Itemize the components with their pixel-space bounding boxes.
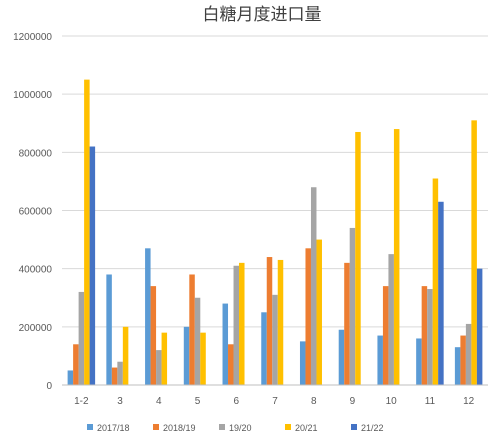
legend-swatch <box>87 424 93 430</box>
bar <box>310 187 317 385</box>
bar <box>344 262 350 385</box>
y-tick-label: 200000 <box>19 323 53 334</box>
bar <box>454 347 461 385</box>
bar <box>117 361 123 385</box>
x-tick-label: 6 <box>233 396 239 407</box>
x-tick-label: 12 <box>463 396 475 407</box>
bar <box>416 338 422 385</box>
x-tick-label: 4 <box>156 396 162 407</box>
bar <box>421 286 428 385</box>
x-tick-label: 8 <box>311 396 317 407</box>
bar <box>78 291 85 385</box>
bar <box>432 178 439 385</box>
bar <box>316 239 322 385</box>
bar <box>476 268 483 385</box>
x-axis-tick-labels: 1-2 3 4 5 6 7 8 9 10 11 12 <box>74 396 474 407</box>
bar <box>349 227 356 385</box>
y-tick-label: 1000000 <box>13 90 52 101</box>
bar <box>161 332 168 385</box>
legend-swatch <box>285 424 291 430</box>
bar <box>305 248 311 385</box>
bar <box>272 294 278 385</box>
bar <box>239 262 245 385</box>
bar <box>382 286 389 385</box>
bar <box>261 312 267 385</box>
legend-swatch <box>351 424 357 430</box>
bar <box>67 370 74 385</box>
bar <box>183 326 190 385</box>
bar <box>471 120 477 385</box>
bar <box>277 259 284 385</box>
bar <box>73 344 79 385</box>
bar <box>266 257 273 385</box>
bar <box>194 297 201 385</box>
x-tick-label: 11 <box>425 396 436 407</box>
legend: 2017/18 2018/19 19/20 20/21 21/22 <box>87 423 384 433</box>
bar <box>388 254 394 385</box>
y-tick-label: 800000 <box>19 148 53 159</box>
bar <box>156 350 162 385</box>
x-tick-label: 5 <box>195 396 201 407</box>
bar <box>377 335 383 385</box>
y-axis-tick-labels: 0 200000 400000 600000 800000 1000000 1200000 <box>13 32 52 392</box>
x-tick-label: 10 <box>386 396 398 407</box>
y-tick-label: 600000 <box>19 207 53 218</box>
bar <box>228 344 234 385</box>
legend-swatch <box>153 424 159 430</box>
gridlines <box>62 35 488 386</box>
bar <box>89 146 96 385</box>
bar <box>150 286 157 385</box>
x-tick-label: 3 <box>117 396 123 407</box>
x-tick-label: 1-2 <box>74 396 89 407</box>
chart-title: 白糖月度进口量 <box>203 5 322 25</box>
bar <box>355 131 361 385</box>
legend-label: 19/20 <box>229 423 252 433</box>
bar <box>200 332 206 385</box>
y-tick-label: 400000 <box>19 265 53 276</box>
y-tick-label: 0 <box>46 381 52 392</box>
bars <box>67 79 483 385</box>
bar <box>233 265 240 385</box>
legend-label: 2017/18 <box>97 423 130 433</box>
bar <box>338 329 345 385</box>
bar <box>145 248 151 385</box>
bar <box>438 201 444 385</box>
bar <box>299 341 306 385</box>
bar <box>84 79 90 385</box>
bar <box>465 323 472 385</box>
bar <box>427 289 433 385</box>
bar <box>460 335 466 385</box>
bar <box>189 274 195 385</box>
legend-label: 2018/19 <box>163 423 196 433</box>
bar <box>111 367 118 385</box>
bar <box>222 303 229 385</box>
bar <box>393 129 400 385</box>
legend-swatch <box>219 424 225 430</box>
legend-label: 20/21 <box>295 423 318 433</box>
y-tick-label: 1200000 <box>13 32 52 43</box>
x-tick-label: 9 <box>350 396 356 407</box>
x-tick-label: 7 <box>272 396 278 407</box>
legend-label: 21/22 <box>361 423 384 433</box>
bar <box>122 326 129 385</box>
bar <box>106 274 112 385</box>
